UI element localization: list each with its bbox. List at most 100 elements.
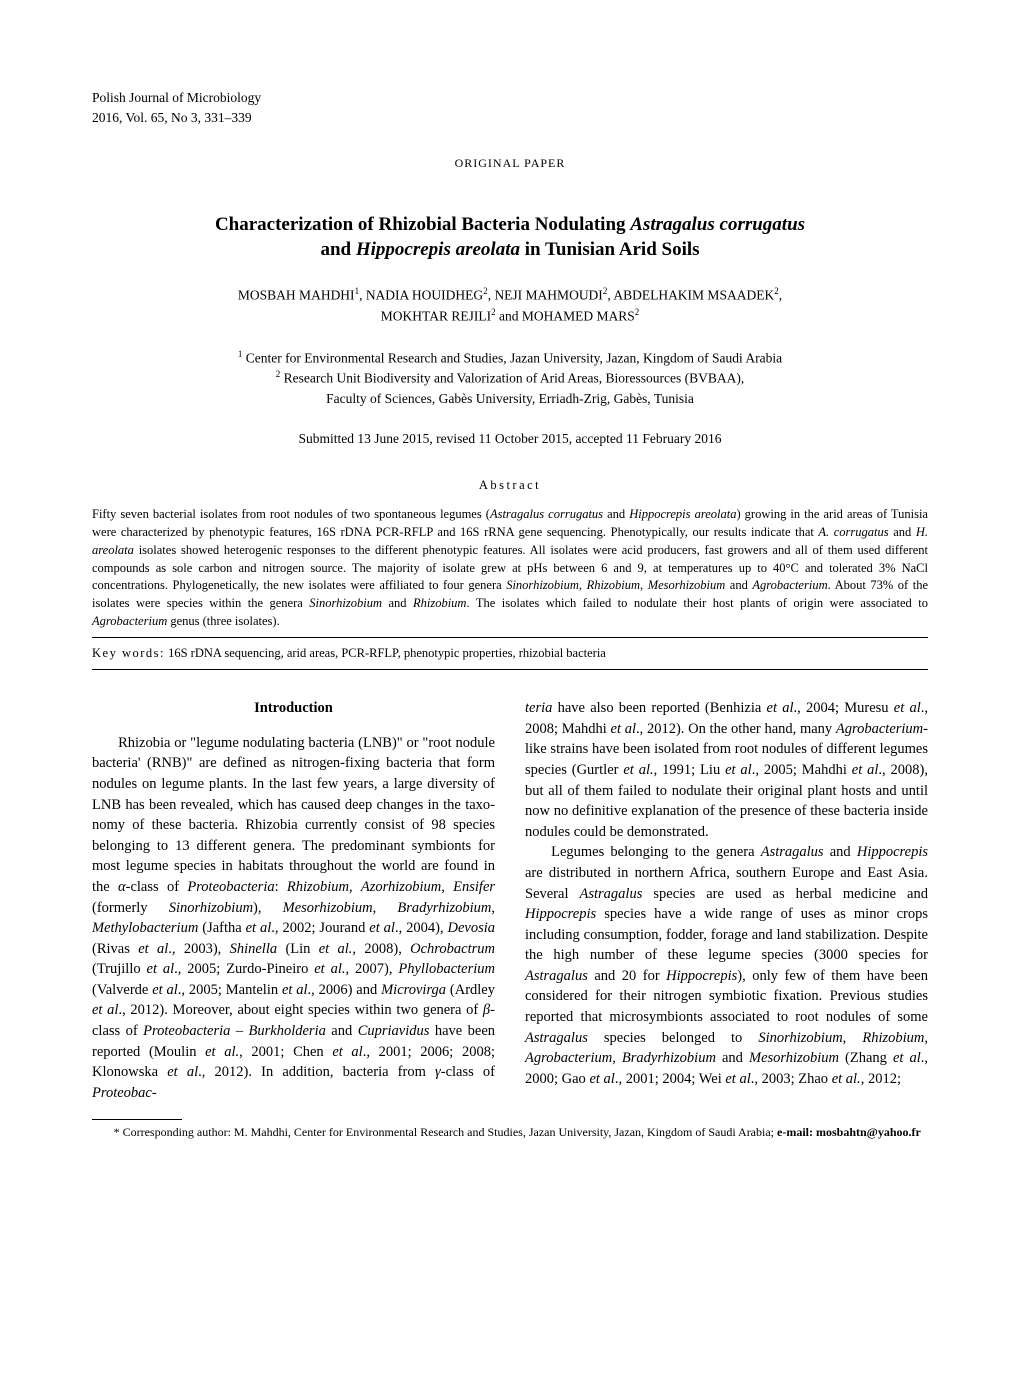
abstract-text: Fifty seven bacterial isolates from root…	[92, 506, 928, 630]
abstract-seg: and	[889, 525, 916, 539]
abstract-seg: ,	[579, 578, 587, 592]
i: et al	[246, 920, 272, 936]
title-italic-2: Hippocrepis areolata	[356, 239, 520, 260]
abstract-seg: and	[382, 596, 413, 610]
t: , 2008),	[352, 941, 410, 957]
title-text-2: and	[320, 239, 355, 260]
submission-dates: Submitted 13 June 2015, revised 11 Octob…	[92, 429, 928, 448]
t: ,	[843, 1030, 863, 1046]
rule-bottom	[92, 669, 928, 670]
author-sep-2: , NEJI MAHMOUDI	[488, 287, 603, 302]
author-1: MOSBAH MAHDHI	[238, 287, 355, 302]
author-sep-3: , ABDELHAKIM MSAADEK	[607, 287, 774, 302]
abstract-italic: Agrobacterium	[752, 578, 827, 592]
intro-para-1: Rhizobia or "legume nodulating bacteria …	[92, 733, 495, 1103]
t: and 20 for	[588, 968, 666, 984]
i: et al	[725, 762, 752, 778]
t: ,	[441, 879, 453, 895]
i: Hippocrepis	[666, 968, 737, 984]
t: -class of	[441, 1064, 495, 1080]
author-sep-5: and MOHAMED MARS	[496, 309, 635, 324]
t: ., 2006) and	[308, 982, 382, 998]
t: , 2012;	[861, 1071, 901, 1087]
i: et al	[167, 1064, 198, 1080]
t: :	[275, 879, 287, 895]
abstract-italic: Sinorhizobium	[506, 578, 579, 592]
i: et al	[767, 700, 794, 716]
i: et al	[893, 1050, 921, 1066]
t: species are used as herbal medicine and	[642, 886, 928, 902]
t: (Ardley	[446, 982, 495, 998]
affil-1: Center for Environmental Research and St…	[242, 350, 782, 365]
rule-top	[92, 637, 928, 638]
i: Hippocrepis	[857, 844, 928, 860]
i: et al.	[832, 1071, 861, 1087]
t: ., 2005; Zurdo-Pineiro	[174, 961, 314, 977]
t: ,	[349, 879, 361, 895]
i: et al.	[319, 941, 353, 957]
i: et al	[282, 982, 308, 998]
i: Devosia	[448, 920, 496, 936]
t: , 1991; Liu	[654, 762, 725, 778]
author-sep-4: ,	[779, 287, 782, 302]
t: , 2007),	[346, 961, 399, 977]
i: Agrobacterium, Bradyrhizobium	[525, 1050, 716, 1066]
abstract-italic: Rhizobium	[413, 596, 466, 610]
t: ., 2003; Zhao	[751, 1071, 832, 1087]
corresponding-author-footnote: * Corresponding author: M. Mahdhi, Cente…	[92, 1124, 928, 1141]
intro-heading: Introduction	[92, 698, 495, 719]
t: ,	[924, 1030, 928, 1046]
t: (Trujillo	[92, 961, 147, 977]
i: Proteobac-	[92, 1085, 157, 1101]
abstract-seg: and	[603, 507, 629, 521]
affil-2: Research Unit Biodiversity and Valorizat…	[280, 371, 744, 386]
i: Methylobacterium	[92, 920, 198, 936]
paper-type: ORIGINAL PAPER	[92, 155, 928, 172]
t: ., 2012). In addition, bacteria from	[198, 1064, 435, 1080]
i: et al	[332, 1044, 362, 1060]
affiliations: 1 Center for Environmental Research and …	[92, 348, 928, 410]
title-text-3: in Tunisian Arid Soils	[520, 239, 700, 260]
i: et al	[589, 1071, 614, 1087]
i: Shinella	[230, 941, 278, 957]
i: Astragalus	[761, 844, 824, 860]
i: Astragalus	[525, 968, 588, 984]
i: Mesorhizobium	[749, 1050, 839, 1066]
t: and	[326, 1023, 358, 1039]
i: Proteobacteria	[187, 879, 274, 895]
abstract-italic: Mesorhizobium	[648, 578, 726, 592]
title-italic-1: Astragalus corrugatus	[630, 214, 805, 235]
i: Cupriavidus	[358, 1023, 430, 1039]
i: Rhizobium	[862, 1030, 924, 1046]
t: and	[716, 1050, 749, 1066]
paper-title: Characterization of Rhizobial Bacteria N…	[92, 212, 928, 263]
i: teria	[525, 700, 552, 716]
t: ., 2002; Jourand	[271, 920, 369, 936]
i: Rhizobium	[287, 879, 349, 895]
i: Agrobacterium	[836, 721, 923, 737]
t: ., 2005; Mantelin	[178, 982, 282, 998]
journal-name: Polish Journal of Microbiology	[92, 88, 928, 108]
i: Microvirga	[381, 982, 446, 998]
author-5: MOKHTAR REJILI	[381, 309, 491, 324]
t: have also been reported (Benhizia	[552, 700, 766, 716]
i: Hippocrepis	[525, 906, 596, 922]
t: ., 2003),	[168, 941, 229, 957]
t: -class of	[126, 879, 188, 895]
i: Phyllobacterium	[398, 961, 495, 977]
i: Sinorhizobium	[758, 1030, 842, 1046]
keywords-line: Key words: 16S rDNA sequencing, arid are…	[92, 645, 928, 663]
footnote-separator	[92, 1119, 182, 1120]
intro-para-2: Legumes belonging to the genera Astragal…	[525, 842, 928, 1089]
i: et al.	[623, 762, 653, 778]
abstract-italic: Rhizobium	[587, 578, 640, 592]
t: ., 2012). Moreover, about eight species …	[118, 1002, 482, 1018]
t: ),	[253, 900, 283, 916]
t: ., 2001; 2004; Wei	[615, 1071, 726, 1087]
title-text-1: Characterization of Rhizobial Bacteria N…	[215, 214, 630, 235]
i: et al.	[314, 961, 345, 977]
i: Sinorhizobium	[169, 900, 253, 916]
i: Ochrobactrum	[410, 941, 495, 957]
t: ., 2004; Muresu	[794, 700, 894, 716]
journal-citation: 2016, Vol. 65, No 3, 331–339	[92, 108, 928, 128]
